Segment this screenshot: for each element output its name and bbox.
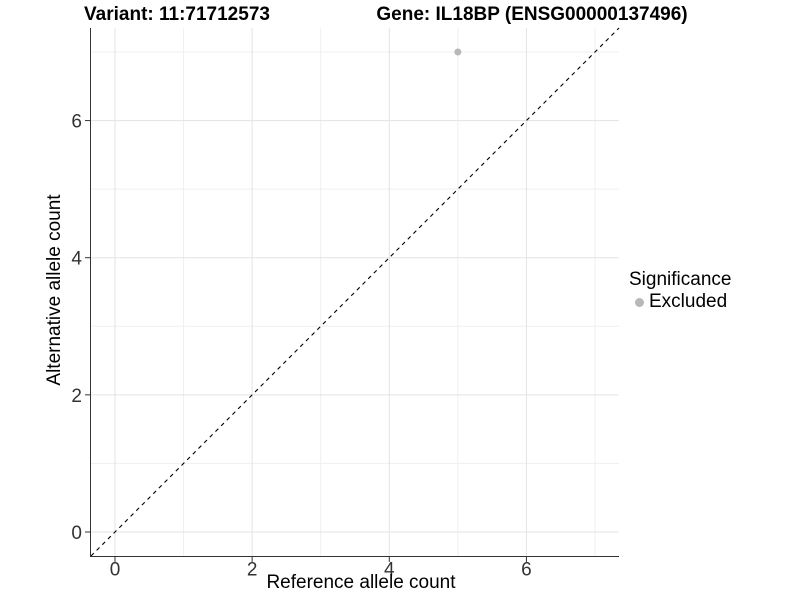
y-tick-label: 0	[71, 523, 82, 544]
plot-title-variant: Variant: 11:71712573	[84, 4, 270, 25]
legend-item-label: Excluded	[649, 291, 728, 312]
y-tick-label: 4	[71, 249, 82, 270]
legend-point-icon	[635, 297, 644, 307]
legend-title: Significance	[629, 269, 732, 290]
legend-item-excluded: Excluded	[629, 291, 731, 313]
y-axis-label: Alternative allele count	[44, 194, 65, 386]
y-tick-label: 6	[71, 112, 82, 133]
x-axis-label: Reference allele count	[266, 572, 456, 593]
x-tick-label: 4	[384, 560, 395, 581]
x-tick-label: 2	[247, 560, 258, 581]
plot-title-gene: Gene: IL18BP (ENSG00000137496)	[376, 4, 688, 25]
data-point	[454, 48, 462, 56]
x-tick-label: 0	[110, 560, 121, 581]
x-tick-label: 6	[521, 560, 532, 581]
y-tick-label: 2	[71, 386, 82, 407]
legend: Significance Excluded	[629, 268, 731, 313]
identity-line	[90, 27, 620, 557]
